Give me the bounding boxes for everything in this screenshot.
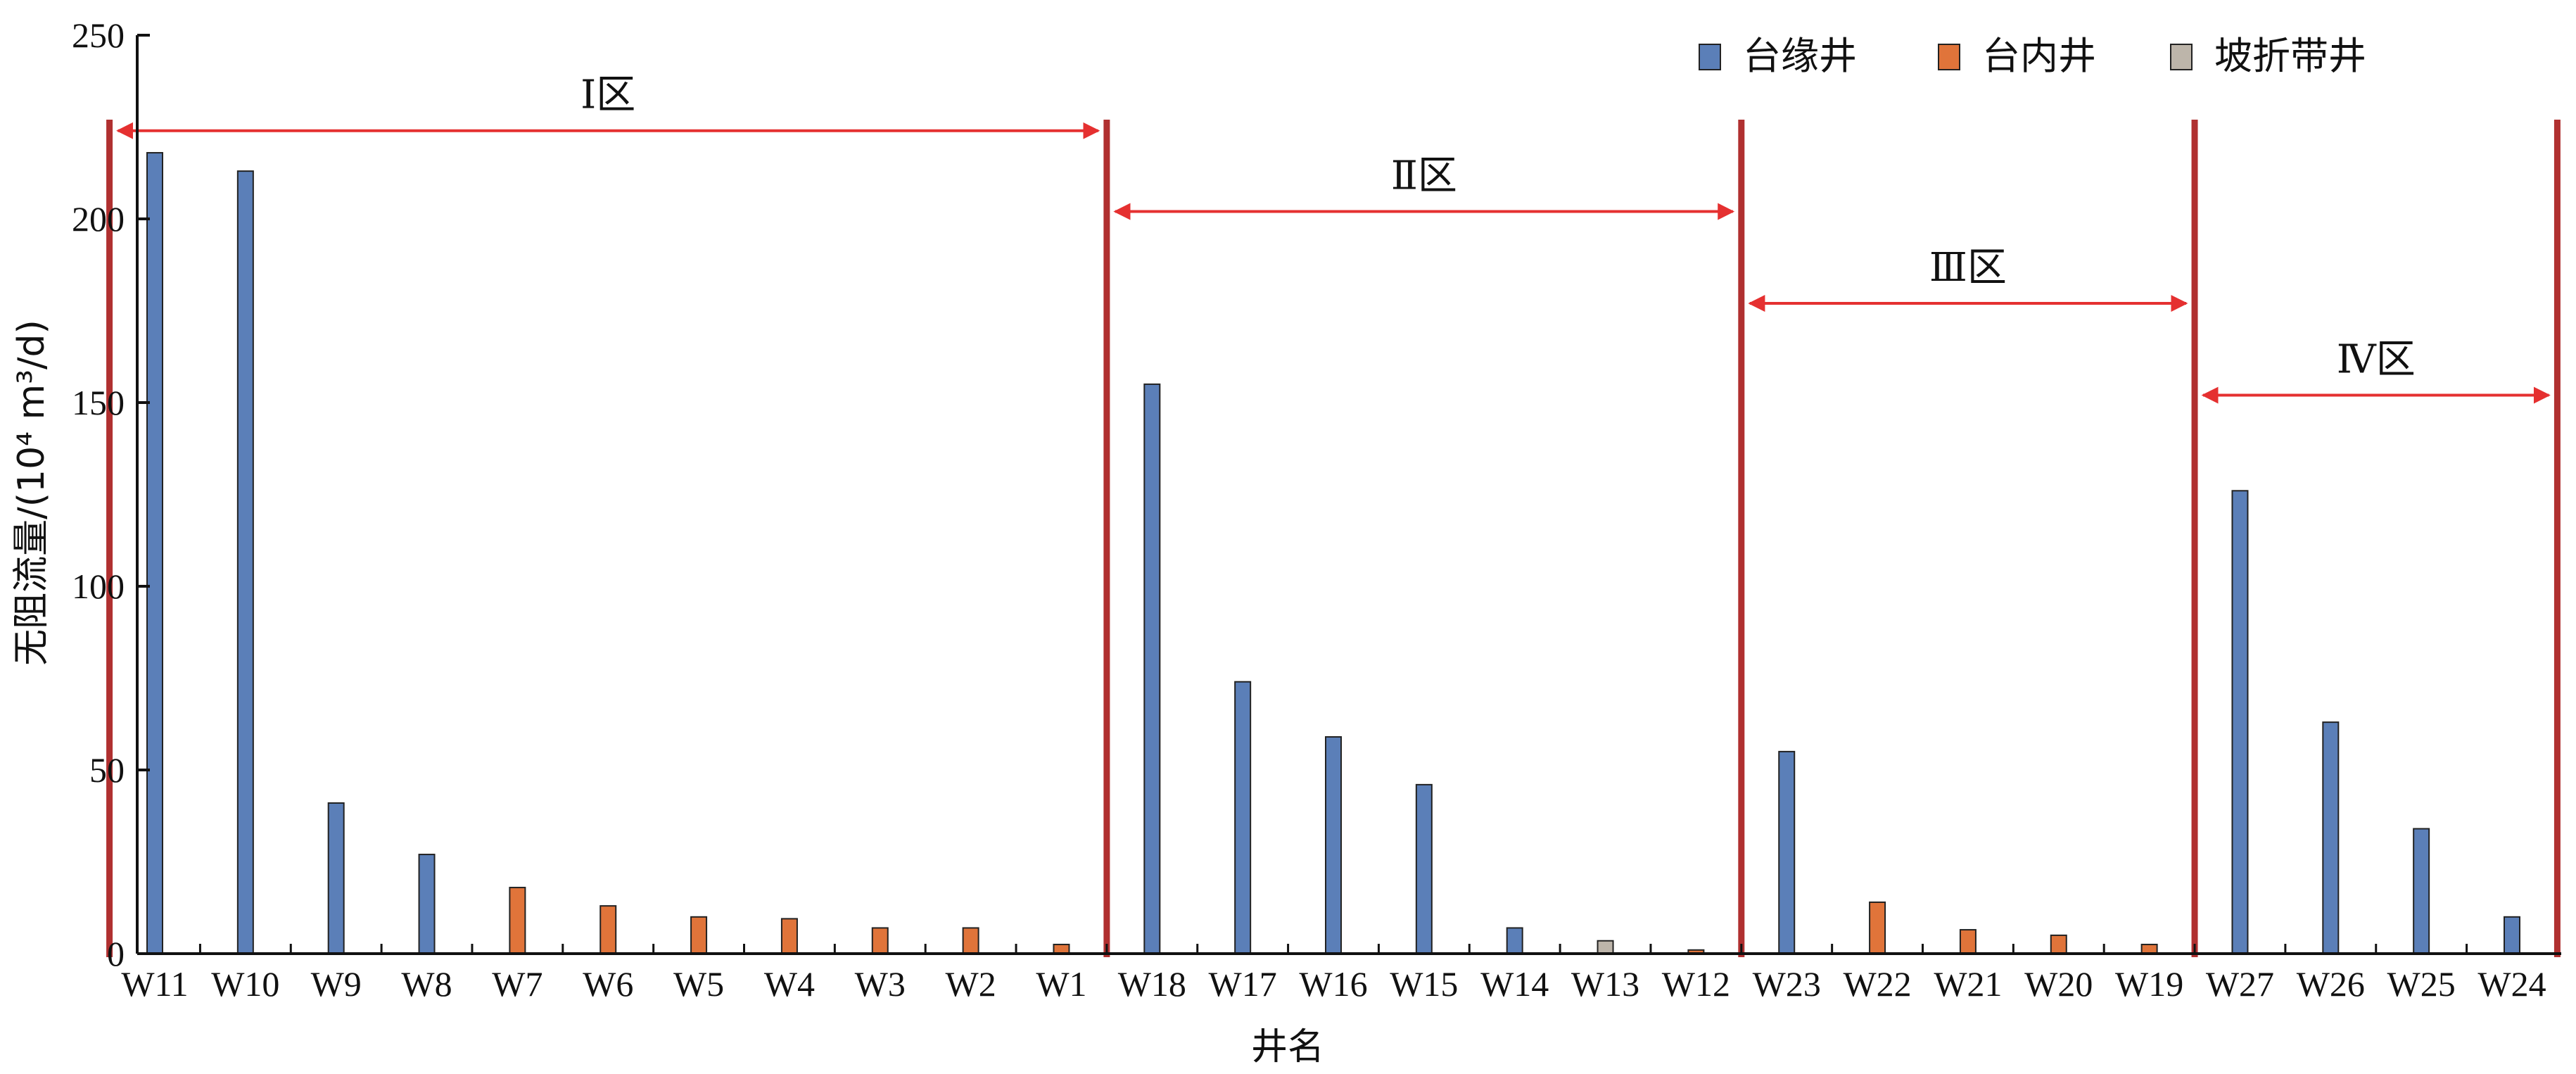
y-axis-title: 无阻流量/(10⁴ m³/d) — [11, 320, 53, 666]
bar — [780, 918, 798, 955]
x-tick-label: W13 — [1571, 964, 1639, 1004]
x-tick-label: W15 — [1390, 964, 1458, 1004]
x-tick-label: W16 — [1299, 964, 1367, 1004]
legend: 台缘井 台内井 坡折带井 — [1699, 34, 2366, 78]
bar — [690, 916, 708, 955]
bar — [599, 905, 617, 955]
x-tick-label: W7 — [492, 964, 543, 1004]
x-tick-label: W11 — [121, 964, 188, 1004]
x-tick-label: W4 — [764, 964, 815, 1004]
legend-label: 台内井 — [1982, 34, 2096, 78]
y-tick-label: 250 — [72, 15, 125, 55]
x-tick-label: W24 — [2477, 964, 2546, 1004]
x-tick-label: W22 — [1843, 964, 1911, 1004]
bar — [327, 802, 345, 954]
bars-layer — [146, 152, 2520, 955]
x-tick-label: W25 — [2387, 964, 2456, 1004]
bar — [962, 927, 979, 954]
bar — [871, 927, 889, 954]
legend-swatch — [1699, 44, 1721, 70]
zone-label: Ⅱ区 — [1391, 153, 1457, 199]
x-tick-label: W3 — [855, 964, 906, 1004]
x-tick-label: W12 — [1662, 964, 1730, 1004]
bar — [1959, 929, 1977, 954]
axes-layer — [136, 35, 2561, 955]
x-tick-label: W21 — [1934, 964, 2002, 1004]
bar — [1869, 901, 1886, 955]
zone-label: Ⅳ区 — [2337, 337, 2416, 383]
y-tick-label: 50 — [89, 750, 125, 790]
y-ticks-layer: 0 50 100 150 200 250 — [72, 15, 150, 973]
x-tick-label: W19 — [2115, 964, 2183, 1004]
legend-label: 台缘井 — [1743, 34, 1857, 78]
bar — [236, 170, 254, 954]
x-tick-label: W23 — [1753, 964, 1821, 1004]
x-tick-label: W10 — [211, 964, 279, 1004]
bar — [2050, 934, 2067, 955]
x-tick-label: W5 — [673, 964, 724, 1004]
bar — [2504, 916, 2520, 955]
x-tick-label: W18 — [1118, 964, 1186, 1004]
legend-label: 坡折带井 — [2214, 34, 2366, 78]
bar — [509, 887, 526, 955]
x-tick-label: W27 — [2206, 964, 2274, 1004]
bar — [1325, 736, 1342, 955]
x-ticks-layer: W11 W10 W9 W8 W7 W6 W5 W4 W3 W2 W1 W18 W17 W16 W15 W14 W… — [121, 944, 2546, 1004]
y-tick-label: 100 — [72, 567, 125, 606]
x-tick-label: W14 — [1480, 964, 1549, 1004]
x-tick-label: W20 — [2024, 964, 2093, 1004]
legend-swatch — [1938, 44, 1960, 70]
bar — [1778, 750, 1796, 955]
bar — [1597, 940, 1614, 954]
bar — [1143, 383, 1161, 954]
bar — [1506, 927, 1523, 954]
y-tick-label: 0 — [107, 934, 125, 973]
zones-layer: Ⅰ区 Ⅱ区 Ⅲ区 Ⅳ区 — [106, 72, 2561, 957]
x-tick-label: W8 — [401, 964, 452, 1004]
bar — [2413, 828, 2430, 955]
x-tick-label: W6 — [583, 964, 633, 1004]
x-tick-label: W1 — [1036, 964, 1086, 1004]
bar — [146, 152, 163, 954]
bar — [2231, 490, 2249, 954]
x-tick-label: W26 — [2297, 964, 2365, 1004]
x-tick-label: W9 — [311, 964, 362, 1004]
x-tick-label: W17 — [1209, 964, 1277, 1004]
legend-swatch — [2170, 44, 2193, 70]
zone-label: Ⅲ区 — [1929, 245, 2007, 291]
bar — [2322, 721, 2340, 954]
y-tick-label: 200 — [72, 199, 125, 239]
bar — [1234, 681, 1252, 954]
x-tick-label: W2 — [946, 964, 996, 1004]
y-tick-label: 150 — [72, 383, 125, 422]
x-axis-title: 井名 — [1251, 1026, 1324, 1068]
bar — [418, 854, 436, 955]
zone-label: Ⅰ区 — [580, 72, 635, 118]
bar — [1415, 783, 1433, 954]
